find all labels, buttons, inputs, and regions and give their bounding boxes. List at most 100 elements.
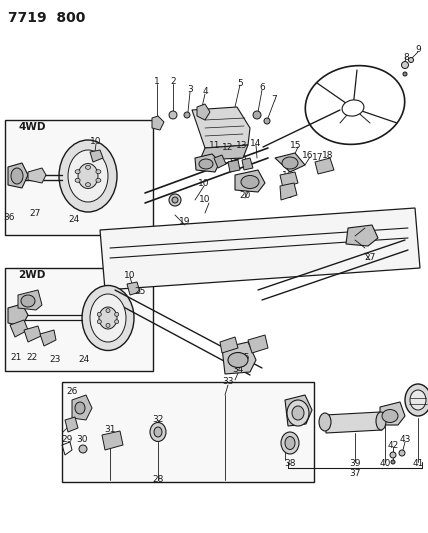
Ellipse shape — [376, 412, 386, 430]
Ellipse shape — [154, 427, 162, 437]
Ellipse shape — [78, 164, 98, 189]
Text: 11: 11 — [209, 141, 221, 149]
Text: 39: 39 — [349, 458, 361, 467]
Polygon shape — [40, 330, 56, 346]
Polygon shape — [10, 320, 28, 337]
Text: 42: 42 — [387, 440, 398, 449]
Bar — [62, 382, 314, 482]
Ellipse shape — [86, 165, 90, 169]
Text: 29: 29 — [61, 435, 73, 445]
Polygon shape — [90, 150, 103, 162]
Text: 1: 1 — [154, 77, 160, 86]
Text: 16: 16 — [302, 150, 314, 159]
Ellipse shape — [410, 390, 426, 410]
Text: 27: 27 — [364, 254, 376, 262]
Circle shape — [264, 118, 270, 124]
Ellipse shape — [106, 324, 110, 327]
Polygon shape — [242, 158, 253, 170]
Circle shape — [169, 111, 177, 119]
Polygon shape — [346, 225, 378, 246]
Circle shape — [391, 460, 395, 464]
Text: 7719  800: 7719 800 — [8, 11, 85, 25]
Text: 10: 10 — [124, 271, 136, 279]
Polygon shape — [275, 153, 305, 172]
Text: 24: 24 — [68, 215, 80, 224]
Text: 3: 3 — [187, 85, 193, 94]
Polygon shape — [222, 342, 256, 374]
Text: 7: 7 — [271, 95, 277, 104]
Text: 38: 38 — [284, 458, 296, 467]
Text: 10: 10 — [198, 179, 210, 188]
Text: 12: 12 — [222, 143, 234, 152]
Ellipse shape — [11, 168, 23, 184]
Text: 35: 35 — [238, 353, 250, 362]
Text: 19: 19 — [179, 217, 191, 227]
Ellipse shape — [199, 159, 213, 169]
Polygon shape — [195, 154, 220, 172]
Text: 32: 32 — [152, 416, 163, 424]
Text: 36: 36 — [3, 214, 15, 222]
Ellipse shape — [96, 169, 101, 174]
Text: 2: 2 — [170, 77, 176, 86]
Text: 33: 33 — [222, 377, 234, 386]
Polygon shape — [197, 104, 210, 120]
Circle shape — [253, 111, 261, 119]
Bar — [5, 268, 153, 371]
Text: 31: 31 — [104, 425, 116, 434]
Ellipse shape — [150, 423, 166, 441]
Ellipse shape — [292, 406, 304, 420]
Text: 4: 4 — [202, 87, 208, 96]
Circle shape — [390, 452, 396, 458]
Ellipse shape — [241, 175, 259, 189]
Text: 23: 23 — [49, 356, 61, 365]
Text: 20: 20 — [239, 190, 251, 199]
Bar — [5, 120, 153, 235]
Text: 18: 18 — [282, 191, 294, 200]
Polygon shape — [102, 431, 123, 450]
Polygon shape — [100, 208, 420, 290]
Circle shape — [408, 58, 413, 62]
Polygon shape — [280, 172, 298, 188]
Polygon shape — [127, 282, 140, 295]
Polygon shape — [65, 417, 78, 432]
Ellipse shape — [115, 312, 119, 316]
Polygon shape — [24, 326, 41, 342]
Ellipse shape — [115, 320, 119, 324]
Polygon shape — [228, 160, 240, 172]
Text: 18: 18 — [322, 150, 334, 159]
Polygon shape — [285, 395, 312, 426]
Polygon shape — [72, 395, 92, 420]
Ellipse shape — [75, 179, 80, 182]
Text: 10: 10 — [90, 138, 102, 147]
Polygon shape — [380, 402, 405, 425]
Polygon shape — [18, 290, 42, 310]
Polygon shape — [315, 158, 334, 174]
Ellipse shape — [90, 294, 126, 342]
Polygon shape — [280, 183, 297, 200]
Circle shape — [172, 197, 178, 203]
Text: 4WD: 4WD — [18, 122, 45, 132]
Text: 14: 14 — [250, 139, 262, 148]
Polygon shape — [248, 335, 268, 353]
Ellipse shape — [285, 437, 295, 449]
Ellipse shape — [319, 413, 331, 431]
Text: 24: 24 — [78, 356, 89, 365]
Text: 15: 15 — [290, 141, 302, 149]
Circle shape — [169, 194, 181, 206]
Ellipse shape — [281, 432, 299, 454]
Ellipse shape — [99, 307, 117, 329]
Ellipse shape — [97, 320, 101, 324]
Circle shape — [79, 445, 87, 453]
Ellipse shape — [282, 157, 298, 169]
Polygon shape — [200, 145, 248, 160]
Text: 25: 25 — [134, 287, 146, 296]
Ellipse shape — [405, 384, 428, 416]
Ellipse shape — [97, 312, 101, 316]
Text: 41: 41 — [412, 458, 424, 467]
Text: 43: 43 — [399, 435, 411, 445]
Ellipse shape — [82, 286, 134, 351]
Ellipse shape — [342, 100, 364, 116]
Text: 21: 21 — [10, 353, 22, 362]
Polygon shape — [8, 163, 28, 188]
Ellipse shape — [68, 150, 108, 202]
